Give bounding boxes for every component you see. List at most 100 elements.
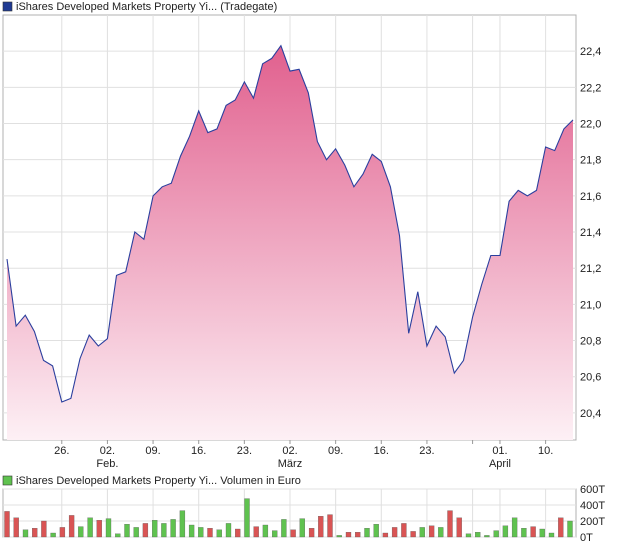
- price-y-axis: 20,4 20,6 20,8 21,0 21,2 21,4 21,6 21,8 22,0 22,2…: [580, 46, 601, 420]
- volume-bar: [382, 532, 389, 538]
- volume-bar: [225, 523, 232, 538]
- volume-bar: [502, 525, 509, 538]
- volume-bar: [290, 529, 296, 538]
- volume-bar: [115, 533, 121, 538]
- volume-y-tick-label: 600T: [580, 484, 605, 496]
- price-x-tick-label: 10.: [538, 445, 553, 457]
- price-y-tick-label: 22,2: [580, 82, 601, 94]
- volume-bar: [170, 519, 176, 538]
- volume-bar: [272, 530, 278, 538]
- volume-bar: [124, 524, 130, 538]
- price-x-tick-label: 01.: [492, 445, 507, 457]
- volume-bar: [13, 517, 19, 538]
- volume-bar: [142, 523, 149, 538]
- price-x-tick-label: 16.: [374, 445, 389, 457]
- price-x-month-label: April: [489, 458, 511, 470]
- price-y-tick-label: 22,0: [580, 119, 601, 131]
- volume-bar: [364, 528, 370, 538]
- volume-bar: [161, 523, 167, 538]
- volume-legend-swatch: [2, 475, 13, 486]
- volume-bar: [32, 528, 38, 538]
- volume-bar: [493, 530, 499, 538]
- volume-bar: [465, 533, 472, 538]
- volume-bar: [262, 524, 269, 538]
- volume-bars: [4, 498, 573, 538]
- volume-bar: [521, 528, 527, 538]
- price-y-tick-label: 21,8: [580, 155, 601, 167]
- volume-bar: [475, 532, 481, 538]
- volume-bar: [198, 527, 204, 538]
- price-x-tick-label: 09.: [145, 445, 160, 457]
- volume-bar: [373, 524, 379, 538]
- volume-bar: [345, 532, 352, 538]
- volume-bar: [152, 520, 158, 538]
- volume-bar: [59, 527, 66, 538]
- volume-bar: [188, 524, 195, 538]
- volume-y-tick-label: 200T: [580, 516, 605, 528]
- volume-bar: [50, 532, 56, 538]
- volume-bar: [216, 529, 222, 538]
- price-x-tick-label: 26.: [54, 445, 69, 457]
- price-x-tick-label: 09.: [328, 445, 343, 457]
- price-y-tick-label: 21,4: [580, 227, 601, 239]
- volume-bar: [428, 525, 435, 538]
- volume-y-tick-label: 400T: [580, 500, 605, 512]
- price-y-tick-label: 20,8: [580, 336, 601, 348]
- volume-bar: [511, 517, 518, 538]
- price-y-tick-label: 22,4: [580, 46, 601, 58]
- volume-bar: [281, 519, 287, 538]
- price-x-tick-label: 16.: [191, 445, 206, 457]
- volume-bar: [235, 528, 241, 538]
- volume-bar: [327, 514, 333, 538]
- volume-bar: [391, 527, 398, 538]
- volume-bar: [41, 520, 47, 538]
- volume-y-tick-label: 0T: [580, 532, 593, 544]
- volume-bar: [355, 532, 361, 538]
- volume-bar: [207, 528, 213, 538]
- price-x-tick-label: 02.: [282, 445, 297, 457]
- volume-bar: [530, 526, 536, 538]
- volume-bar: [548, 532, 555, 538]
- volume-bar: [447, 510, 453, 538]
- volume-bar: [419, 527, 425, 538]
- price-x-tick-label: 23.: [237, 445, 252, 457]
- volume-bar: [567, 520, 573, 538]
- volume-bar: [78, 526, 84, 538]
- volume-bar: [244, 498, 250, 538]
- volume-bar: [22, 529, 29, 538]
- volume-bar: [133, 527, 139, 538]
- price-area: [7, 45, 573, 440]
- volume-bar: [318, 516, 324, 538]
- volume-bar: [253, 526, 259, 538]
- volume-y-axis: 0T 200T 400T 600T: [580, 484, 605, 544]
- volume-bar: [105, 518, 112, 538]
- price-y-tick-label: 21,6: [580, 191, 601, 203]
- volume-bar: [179, 510, 186, 538]
- volume-bar: [410, 531, 416, 538]
- volume-legend-label: iShares Developed Markets Property Yi...…: [16, 475, 301, 487]
- volume-bar: [539, 528, 545, 538]
- price-y-tick-label: 21,0: [580, 299, 601, 311]
- volume-bar: [401, 523, 407, 538]
- price-x-month-label: März: [278, 458, 302, 470]
- volume-bar: [336, 535, 342, 538]
- volume-bar: [4, 511, 10, 538]
- price-legend-label: iShares Developed Markets Property Yi...…: [16, 1, 277, 13]
- volume-bar: [438, 527, 444, 538]
- price-y-tick-label: 21,2: [580, 263, 601, 275]
- price-x-tick-label: 23.: [419, 445, 434, 457]
- volume-bar: [558, 517, 564, 538]
- volume-bar: [68, 515, 75, 538]
- price-x-tick-label: 02.: [100, 445, 115, 457]
- price-line: [6, 44, 574, 403]
- volume-bar: [484, 535, 490, 538]
- price-legend-swatch: [2, 1, 13, 12]
- volume-bar: [299, 518, 305, 538]
- price-y-tick-label: 20,6: [580, 372, 601, 384]
- volume-bar: [87, 517, 93, 538]
- price-y-tick-label: 20,4: [580, 408, 601, 420]
- volume-bar: [308, 528, 315, 538]
